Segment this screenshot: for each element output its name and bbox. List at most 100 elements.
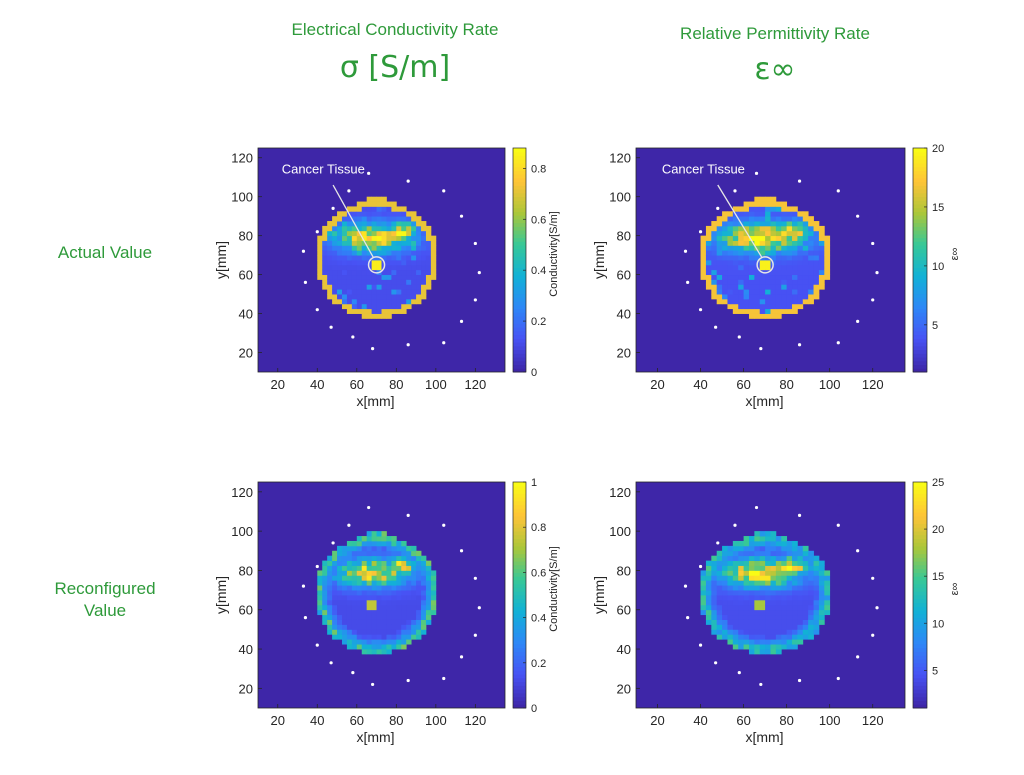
heatmap-cell	[366, 274, 373, 280]
heatmap-cell	[770, 580, 777, 586]
heatmap-cell	[775, 308, 782, 314]
heatmap-cell	[381, 240, 387, 246]
heatmap-cell	[754, 599, 761, 606]
heatmap-cell	[781, 590, 788, 596]
heatmap-cell	[421, 250, 427, 256]
heatmap-cell	[775, 303, 782, 310]
heatmap-cell	[727, 604, 734, 611]
heatmap-cell	[743, 289, 750, 295]
heatmap-cell	[818, 585, 825, 591]
heatmap-cell	[341, 260, 348, 266]
heatmap-cell	[705, 230, 712, 237]
heatmap-cell	[401, 624, 407, 630]
x-tick-label: 100	[425, 713, 447, 728]
heatmap-cell	[765, 634, 771, 640]
heatmap-cell	[376, 279, 382, 285]
heatmap-cell	[727, 639, 734, 645]
heatmap-cell	[813, 274, 820, 280]
heatmap-cell	[824, 585, 831, 591]
colorbar-segment	[913, 349, 927, 354]
heatmap-cell	[386, 264, 392, 271]
heatmap-cell	[754, 644, 761, 650]
heatmap-cell	[716, 550, 723, 557]
heatmap-cell	[351, 279, 358, 285]
heatmap-cell	[748, 649, 755, 655]
heatmap-cell	[770, 609, 777, 616]
heatmap-cell	[386, 580, 392, 586]
heatmap-cell	[361, 614, 368, 620]
colorbar-tick-label: 0.6	[531, 567, 546, 579]
heatmap-cell	[732, 206, 739, 212]
heatmap-cell	[337, 284, 343, 290]
heatmap-cell	[765, 298, 771, 305]
heatmap-cell	[759, 649, 766, 655]
row-label-actual: Actual Value	[20, 242, 190, 264]
heatmap-cell	[700, 274, 707, 280]
heatmap-cell	[356, 308, 363, 314]
heatmap-cell	[366, 599, 373, 606]
heatmap-cell	[356, 585, 363, 591]
colorbar-segment	[913, 151, 927, 156]
heatmap-cell	[416, 629, 422, 635]
heatmap-cell	[416, 230, 422, 237]
heatmap-cell	[813, 225, 820, 232]
heatmap-cell	[802, 595, 809, 601]
heatmap-cell	[748, 634, 755, 640]
heatmap-cell	[341, 550, 348, 557]
colorbar-segment	[913, 330, 927, 336]
heatmap-cell	[727, 279, 734, 285]
colorbar-segment	[513, 561, 526, 566]
heatmap-cell	[351, 560, 358, 566]
colorbar-segment	[513, 497, 526, 502]
heatmap-cell	[341, 269, 348, 276]
colorbar-segment	[513, 530, 526, 536]
heatmap-cell	[786, 619, 793, 625]
heatmap-cell	[700, 590, 707, 596]
heatmap-cell	[381, 545, 387, 552]
heatmap-cell	[332, 580, 338, 586]
heatmap-cell	[371, 599, 377, 606]
heatmap-cell	[421, 289, 427, 295]
heatmap-cell	[351, 580, 358, 586]
heatmap-cell	[381, 629, 387, 635]
heatmap-cell	[322, 590, 328, 596]
heatmap-cell	[732, 604, 739, 611]
colorbar-segment	[913, 655, 927, 660]
heatmap-cell	[401, 308, 407, 314]
heatmap-cells	[700, 531, 831, 655]
heatmap-cell	[722, 221, 728, 227]
heatmap-cell	[711, 585, 718, 591]
heatmap-cell	[732, 235, 739, 241]
colorbar-segment	[913, 189, 927, 194]
heatmap-cell	[797, 211, 804, 217]
heatmap-cell	[754, 624, 761, 630]
heatmap-cell	[346, 274, 353, 280]
annotation-pointer	[717, 184, 763, 259]
heatmap-cell	[818, 560, 825, 566]
heatmap-cell	[748, 639, 755, 645]
colorbar-segment	[913, 692, 927, 698]
heatmap-cell	[770, 585, 777, 591]
heatmap-cell	[813, 570, 820, 576]
heatmap-cell	[356, 245, 363, 251]
heatmap-cell	[705, 575, 712, 581]
heatmap-cell	[711, 274, 718, 280]
heatmap-cell	[797, 624, 804, 630]
heatmap-cell	[743, 585, 750, 591]
heatmap-cell	[332, 550, 338, 557]
heatmap-cell	[322, 604, 328, 611]
heatmap-cell	[381, 619, 387, 625]
heatmap-cell	[738, 590, 744, 596]
heatmap-cell	[781, 609, 788, 616]
heatmap-cell	[396, 250, 402, 256]
heatmap-cell	[327, 230, 333, 237]
heatmap-cell	[356, 555, 363, 562]
heatmap-cell	[722, 570, 728, 576]
heatmap-cell	[361, 260, 368, 266]
heatmap-cell	[332, 565, 338, 571]
heatmap-cell	[381, 590, 387, 596]
heatmap-cell	[341, 604, 348, 611]
heatmap-cell	[759, 590, 766, 596]
colorbar-segment	[513, 185, 526, 190]
